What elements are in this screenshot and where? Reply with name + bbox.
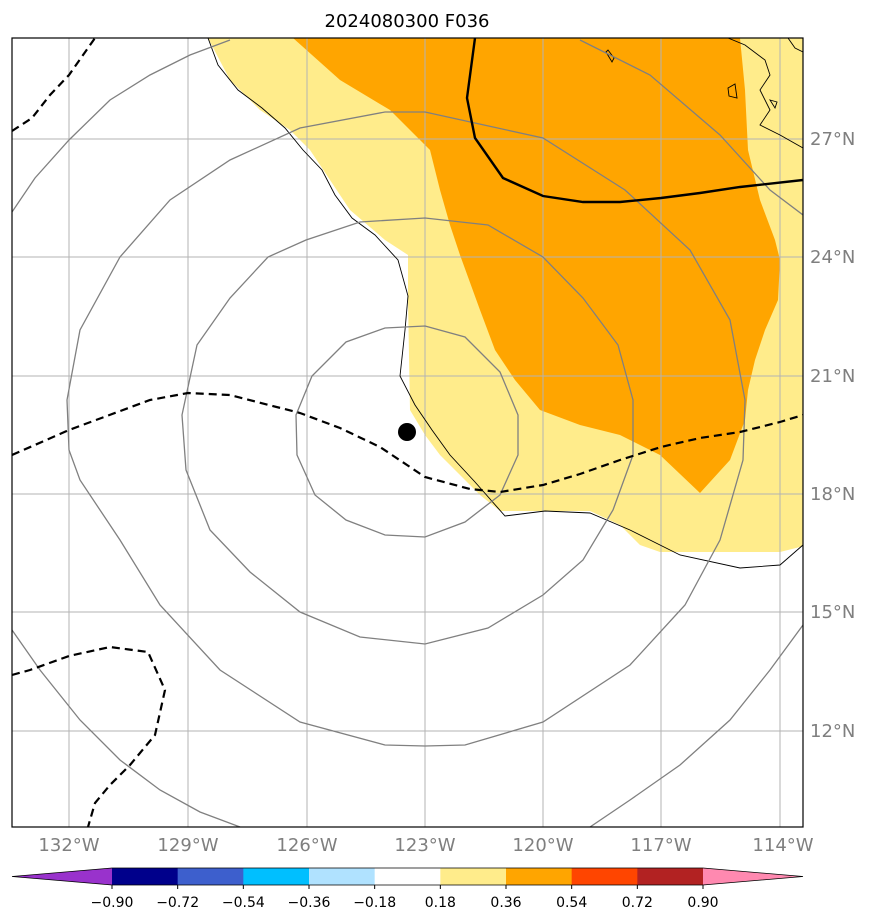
colorbar-tick-label: 0.54	[556, 895, 587, 911]
lon-label-123w: 123°W	[394, 835, 455, 856]
colorbar-tick-label: 0.36	[490, 895, 521, 911]
colorbar: −0.90 −0.72 −0.54 −0.36 −0.18 0.18 0.36 0.54 0.7…	[11, 867, 804, 911]
solid-contour	[465, 38, 803, 204]
lat-label-27n: 27°N	[810, 129, 855, 150]
colorbar-segment	[177, 868, 244, 885]
colorbar-tick-label: −0.54	[222, 895, 265, 911]
figure-title: 2024080300 F036	[325, 11, 490, 32]
lon-label-132w: 132°W	[38, 835, 99, 856]
colorbar-tick-label: −0.18	[353, 895, 396, 911]
lat-label-15n: 15°N	[810, 602, 855, 623]
colorbar-tick-label: −0.90	[91, 895, 134, 911]
colorbar-segment	[637, 868, 704, 885]
colorbar-segment	[374, 868, 441, 885]
colorbar-extend-max	[703, 868, 803, 885]
orange-anomaly-region	[293, 38, 780, 493]
colorbar-segment	[309, 868, 376, 885]
lat-label-18n: 18°N	[810, 484, 855, 505]
colorbar-segment	[440, 868, 507, 885]
colorbar-tick-label: 0.90	[687, 895, 718, 911]
colorbar-segment	[571, 868, 638, 885]
colorbar-extend-min	[12, 868, 112, 885]
colorbar-tick-label: −0.72	[156, 895, 199, 911]
lon-label-126w: 126°W	[276, 835, 337, 856]
longitude-labels: 132°W 129°W 126°W 123°W 120°W 117°W 114°…	[38, 835, 813, 856]
colorbar-segment	[243, 868, 310, 885]
map-panel	[12, 38, 803, 827]
map-frame	[11, 37, 804, 828]
graticule	[12, 38, 803, 827]
dashed-contours	[12, 38, 803, 827]
colorbar-tick-label: 0.72	[622, 895, 653, 911]
lon-label-120w: 120°W	[512, 835, 573, 856]
lat-label-21n: 21°N	[810, 366, 855, 387]
lat-label-12n: 12°N	[810, 721, 855, 742]
range-rings	[12, 39, 803, 827]
coastline	[207, 38, 803, 569]
colorbar-tick-label: −0.36	[288, 895, 331, 911]
lon-label-129w: 129°W	[157, 835, 218, 856]
lat-label-24n: 24°N	[810, 247, 855, 268]
colorbar-tick-label: 0.18	[425, 895, 456, 911]
lon-label-117w: 117°W	[630, 835, 691, 856]
colorbar-segment	[506, 868, 573, 885]
storm-center-dot	[398, 423, 416, 441]
colorbar-segment	[112, 868, 179, 885]
lon-label-114w: 114°W	[752, 835, 813, 856]
latitude-labels: 27°N 24°N 21°N 18°N 15°N 12°N	[810, 129, 855, 742]
